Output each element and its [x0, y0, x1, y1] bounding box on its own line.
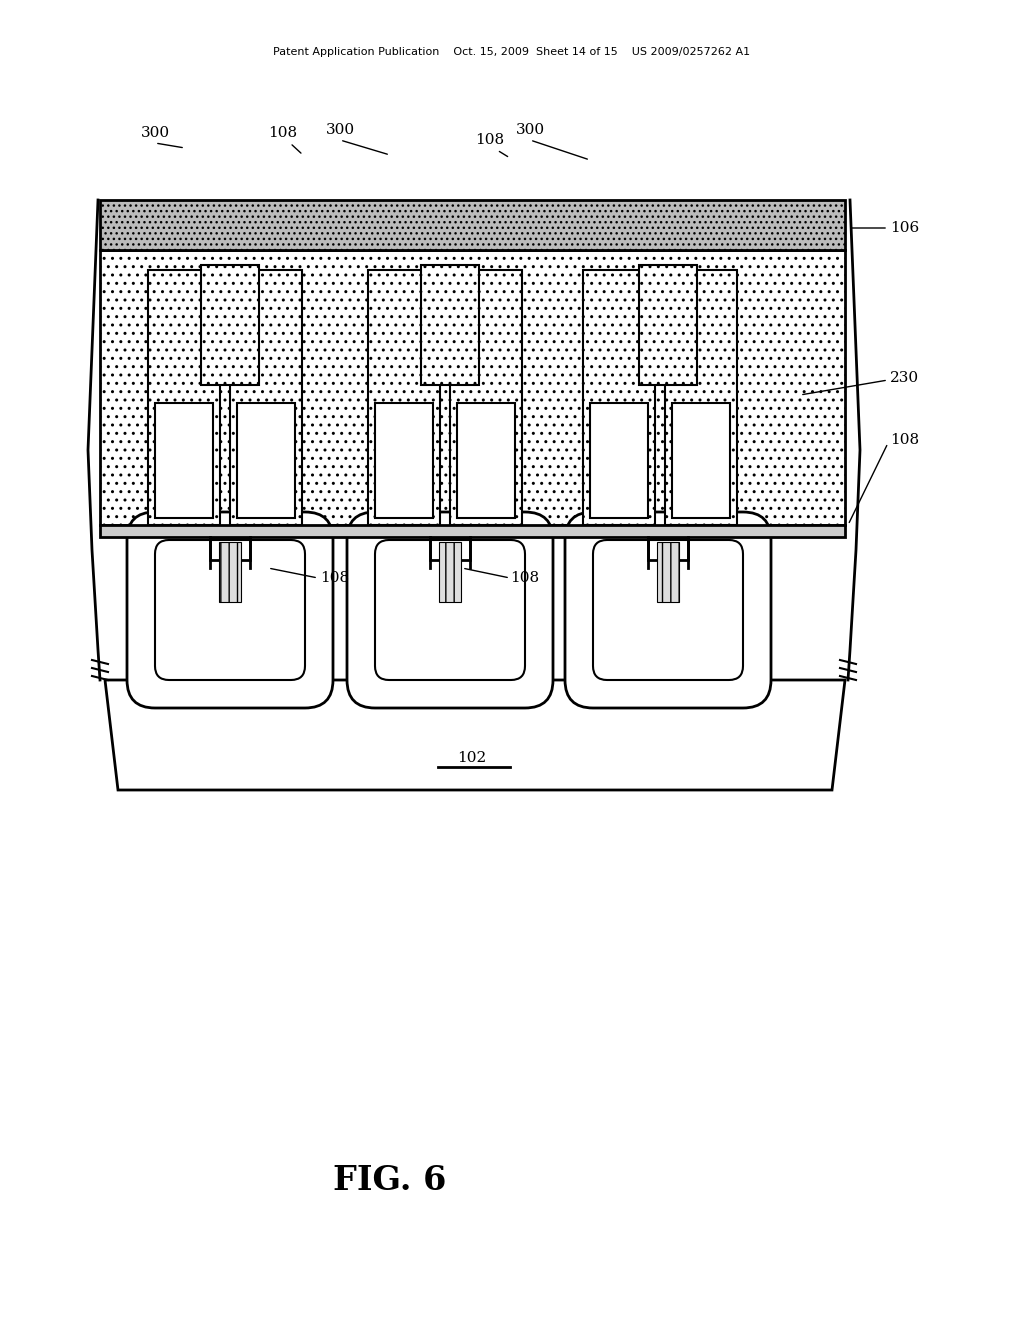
FancyBboxPatch shape [347, 512, 553, 708]
Bar [201, 265, 259, 385]
Text: 300: 300 [515, 123, 545, 137]
Text: FIG. 6: FIG. 6 [334, 1163, 446, 1196]
Bar [210, 537, 250, 560]
Bar [100, 525, 845, 537]
Bar [148, 271, 220, 525]
Text: 230: 230 [890, 371, 920, 385]
Bar [430, 537, 470, 560]
Bar [219, 543, 241, 602]
FancyBboxPatch shape [565, 512, 771, 708]
Bar [230, 271, 302, 525]
Bar [583, 271, 655, 525]
Bar [657, 543, 679, 602]
Bar [672, 403, 730, 517]
Text: 106: 106 [890, 220, 920, 235]
Bar [100, 201, 845, 249]
Bar [100, 249, 845, 525]
Bar [368, 271, 440, 525]
Bar [450, 271, 522, 525]
Bar [237, 403, 295, 517]
Bar [375, 403, 433, 517]
Bar [590, 403, 648, 517]
Bar [639, 265, 697, 385]
Text: 108: 108 [321, 572, 349, 585]
Text: 108: 108 [475, 133, 505, 147]
Text: 300: 300 [140, 125, 170, 140]
Bar [648, 537, 688, 560]
Text: 108: 108 [510, 572, 540, 585]
Text: 300: 300 [326, 123, 354, 137]
Bar [457, 403, 515, 517]
Text: 108: 108 [268, 125, 298, 140]
Bar [155, 403, 213, 517]
Bar [439, 543, 461, 602]
Bar [665, 271, 737, 525]
Text: 108: 108 [890, 433, 920, 447]
Text: 102: 102 [458, 751, 486, 766]
Bar [421, 265, 479, 385]
FancyBboxPatch shape [127, 512, 333, 708]
Text: Patent Application Publication    Oct. 15, 2009  Sheet 14 of 15    US 2009/02572: Patent Application Publication Oct. 15, … [273, 48, 751, 57]
Polygon shape [105, 680, 845, 789]
